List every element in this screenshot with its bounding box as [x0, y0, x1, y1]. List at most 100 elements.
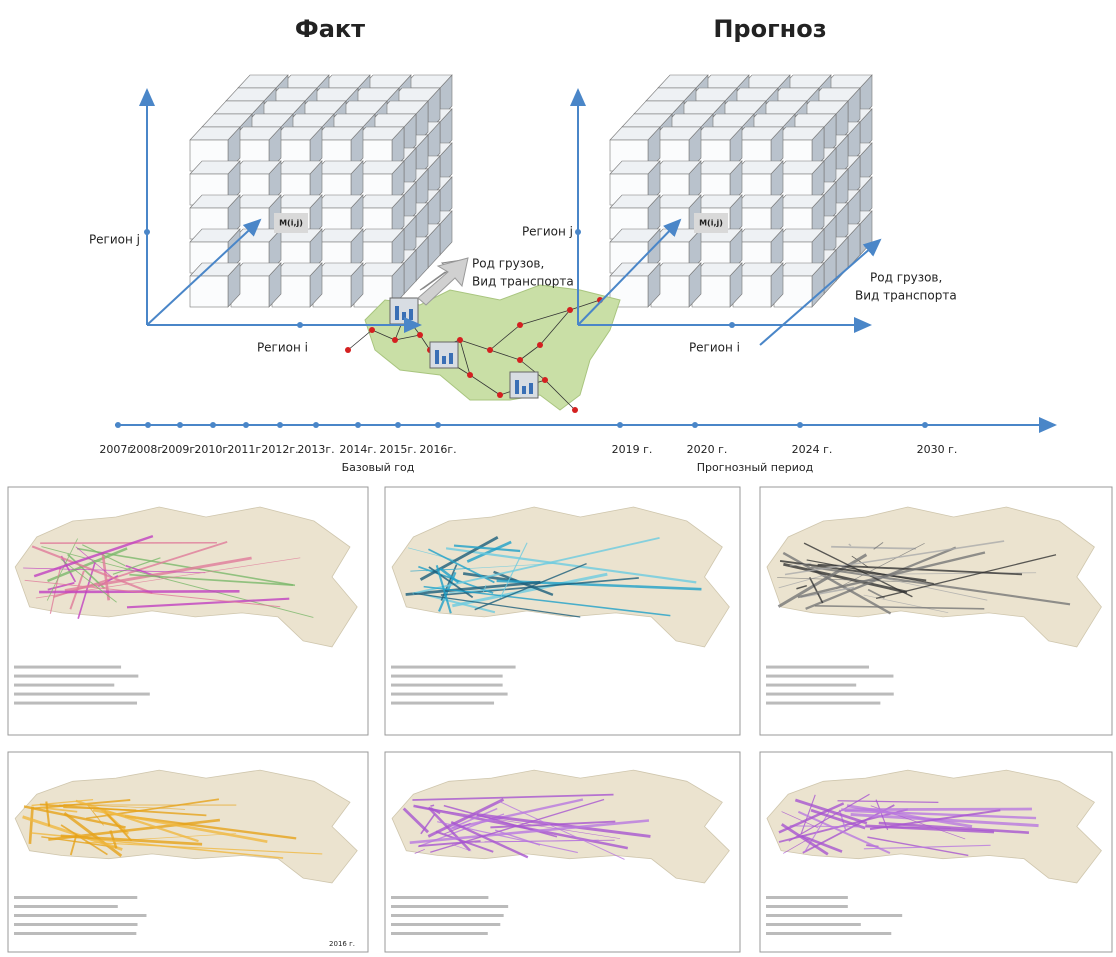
- legend-entry: [391, 905, 508, 908]
- city: [392, 337, 398, 343]
- city: [497, 392, 503, 398]
- icon-bar: [449, 353, 453, 364]
- legend-entry: [14, 684, 114, 687]
- legend-entry: [14, 932, 136, 935]
- legend-entry: [766, 896, 848, 899]
- icon-bg: [430, 342, 458, 368]
- timeline-dot: [243, 422, 249, 428]
- timeline-dot: [210, 422, 216, 428]
- city: [417, 332, 423, 338]
- icon-bar: [442, 356, 446, 364]
- timeline-dot: [617, 422, 623, 428]
- period-label: Прогнозный период: [697, 461, 814, 474]
- timeline-dot: [395, 422, 401, 428]
- city: [369, 327, 375, 333]
- legend-entry: [14, 896, 137, 899]
- legend-entry: [14, 923, 138, 926]
- year-label: 2011г.: [227, 443, 264, 456]
- timeline-dot: [177, 422, 183, 428]
- icon-bar: [395, 306, 399, 320]
- map-panel: [8, 487, 368, 735]
- year-label: 2030 г.: [917, 443, 958, 456]
- axis-dot: [729, 322, 735, 328]
- legend-entry: [766, 702, 880, 705]
- icon-bar: [435, 350, 439, 364]
- axis-label: Вид транспорта: [472, 275, 574, 289]
- icon-bar: [402, 312, 406, 320]
- year-label: 2010г.: [194, 443, 231, 456]
- legend-entry: [14, 914, 146, 917]
- legend-entry: [14, 666, 121, 669]
- legend-entry: [391, 914, 504, 917]
- year-label: 2009г.: [161, 443, 198, 456]
- timeline-dot: [797, 422, 803, 428]
- legend-entry: [391, 666, 516, 669]
- axis-label: Регион i: [689, 341, 740, 355]
- city: [572, 407, 578, 413]
- timeline-dot: [355, 422, 361, 428]
- timeline-dot: [435, 422, 441, 428]
- timeline-dot: [115, 422, 121, 428]
- maps: 2016 г.: [8, 487, 1112, 952]
- cubes: M(i,j) M(i,j): [190, 75, 872, 307]
- axis-dot: [575, 229, 581, 235]
- chart-icon: [390, 298, 418, 324]
- city: [567, 307, 573, 313]
- year-label: 2013г.: [297, 443, 334, 456]
- legend-entry: [766, 666, 869, 669]
- route: [348, 330, 372, 350]
- map-panel: [385, 487, 740, 735]
- map-year: 2016 г.: [329, 940, 355, 948]
- axis-label: Регион i: [257, 341, 308, 355]
- year-label: 2020 г.: [687, 443, 728, 456]
- icon-bg: [390, 298, 418, 324]
- city: [517, 357, 523, 363]
- legend-entry: [766, 914, 902, 917]
- chart-icon: [430, 342, 458, 368]
- legend-entry: [14, 693, 150, 696]
- legend-entry: [766, 693, 894, 696]
- icon-bar: [409, 309, 413, 320]
- period-label: Базовый год: [342, 461, 415, 474]
- year-label: 2019 г.: [612, 443, 653, 456]
- title-forecast: Прогноз: [713, 15, 826, 43]
- city: [517, 322, 523, 328]
- icon-bar: [522, 386, 526, 394]
- timeline-dot: [313, 422, 319, 428]
- legend-entry: [391, 675, 503, 678]
- axis-label: Род грузов,: [472, 257, 544, 271]
- flow-line: [841, 809, 1032, 810]
- map-panel: [8, 752, 368, 952]
- year-label: 2014г.: [339, 443, 376, 456]
- city: [467, 372, 473, 378]
- legend-entry: [391, 684, 503, 687]
- timeline: 2007г.2008г.2009г.2010г.2011г.2012г.2013…: [99, 422, 1055, 474]
- year-label: 2024 г.: [792, 443, 833, 456]
- city: [345, 347, 351, 353]
- title-fact: Факт: [295, 15, 365, 43]
- legend-entry: [391, 923, 500, 926]
- cell-label: M(i,j): [279, 219, 303, 228]
- legend-entry: [766, 905, 848, 908]
- year-label: 2015г.: [379, 443, 416, 456]
- legend-entry: [766, 675, 893, 678]
- city: [487, 347, 493, 353]
- legend-entry: [766, 923, 861, 926]
- legend-entry: [391, 932, 488, 935]
- map-panel: [760, 487, 1112, 735]
- map-panel: [760, 752, 1112, 952]
- city: [537, 342, 543, 348]
- legend-entry: [391, 693, 508, 696]
- icon-bg: [510, 372, 538, 398]
- timeline-dot: [145, 422, 151, 428]
- legend-entry: [391, 702, 494, 705]
- axis-label: Вид транспорта: [855, 289, 957, 303]
- cell-label: M(i,j): [699, 219, 723, 228]
- legend-entry: [391, 896, 488, 899]
- legend-entry: [766, 932, 891, 935]
- icon-bar: [515, 380, 519, 394]
- city: [542, 377, 548, 383]
- axis-dot: [144, 229, 150, 235]
- year-label: 2012г.: [261, 443, 298, 456]
